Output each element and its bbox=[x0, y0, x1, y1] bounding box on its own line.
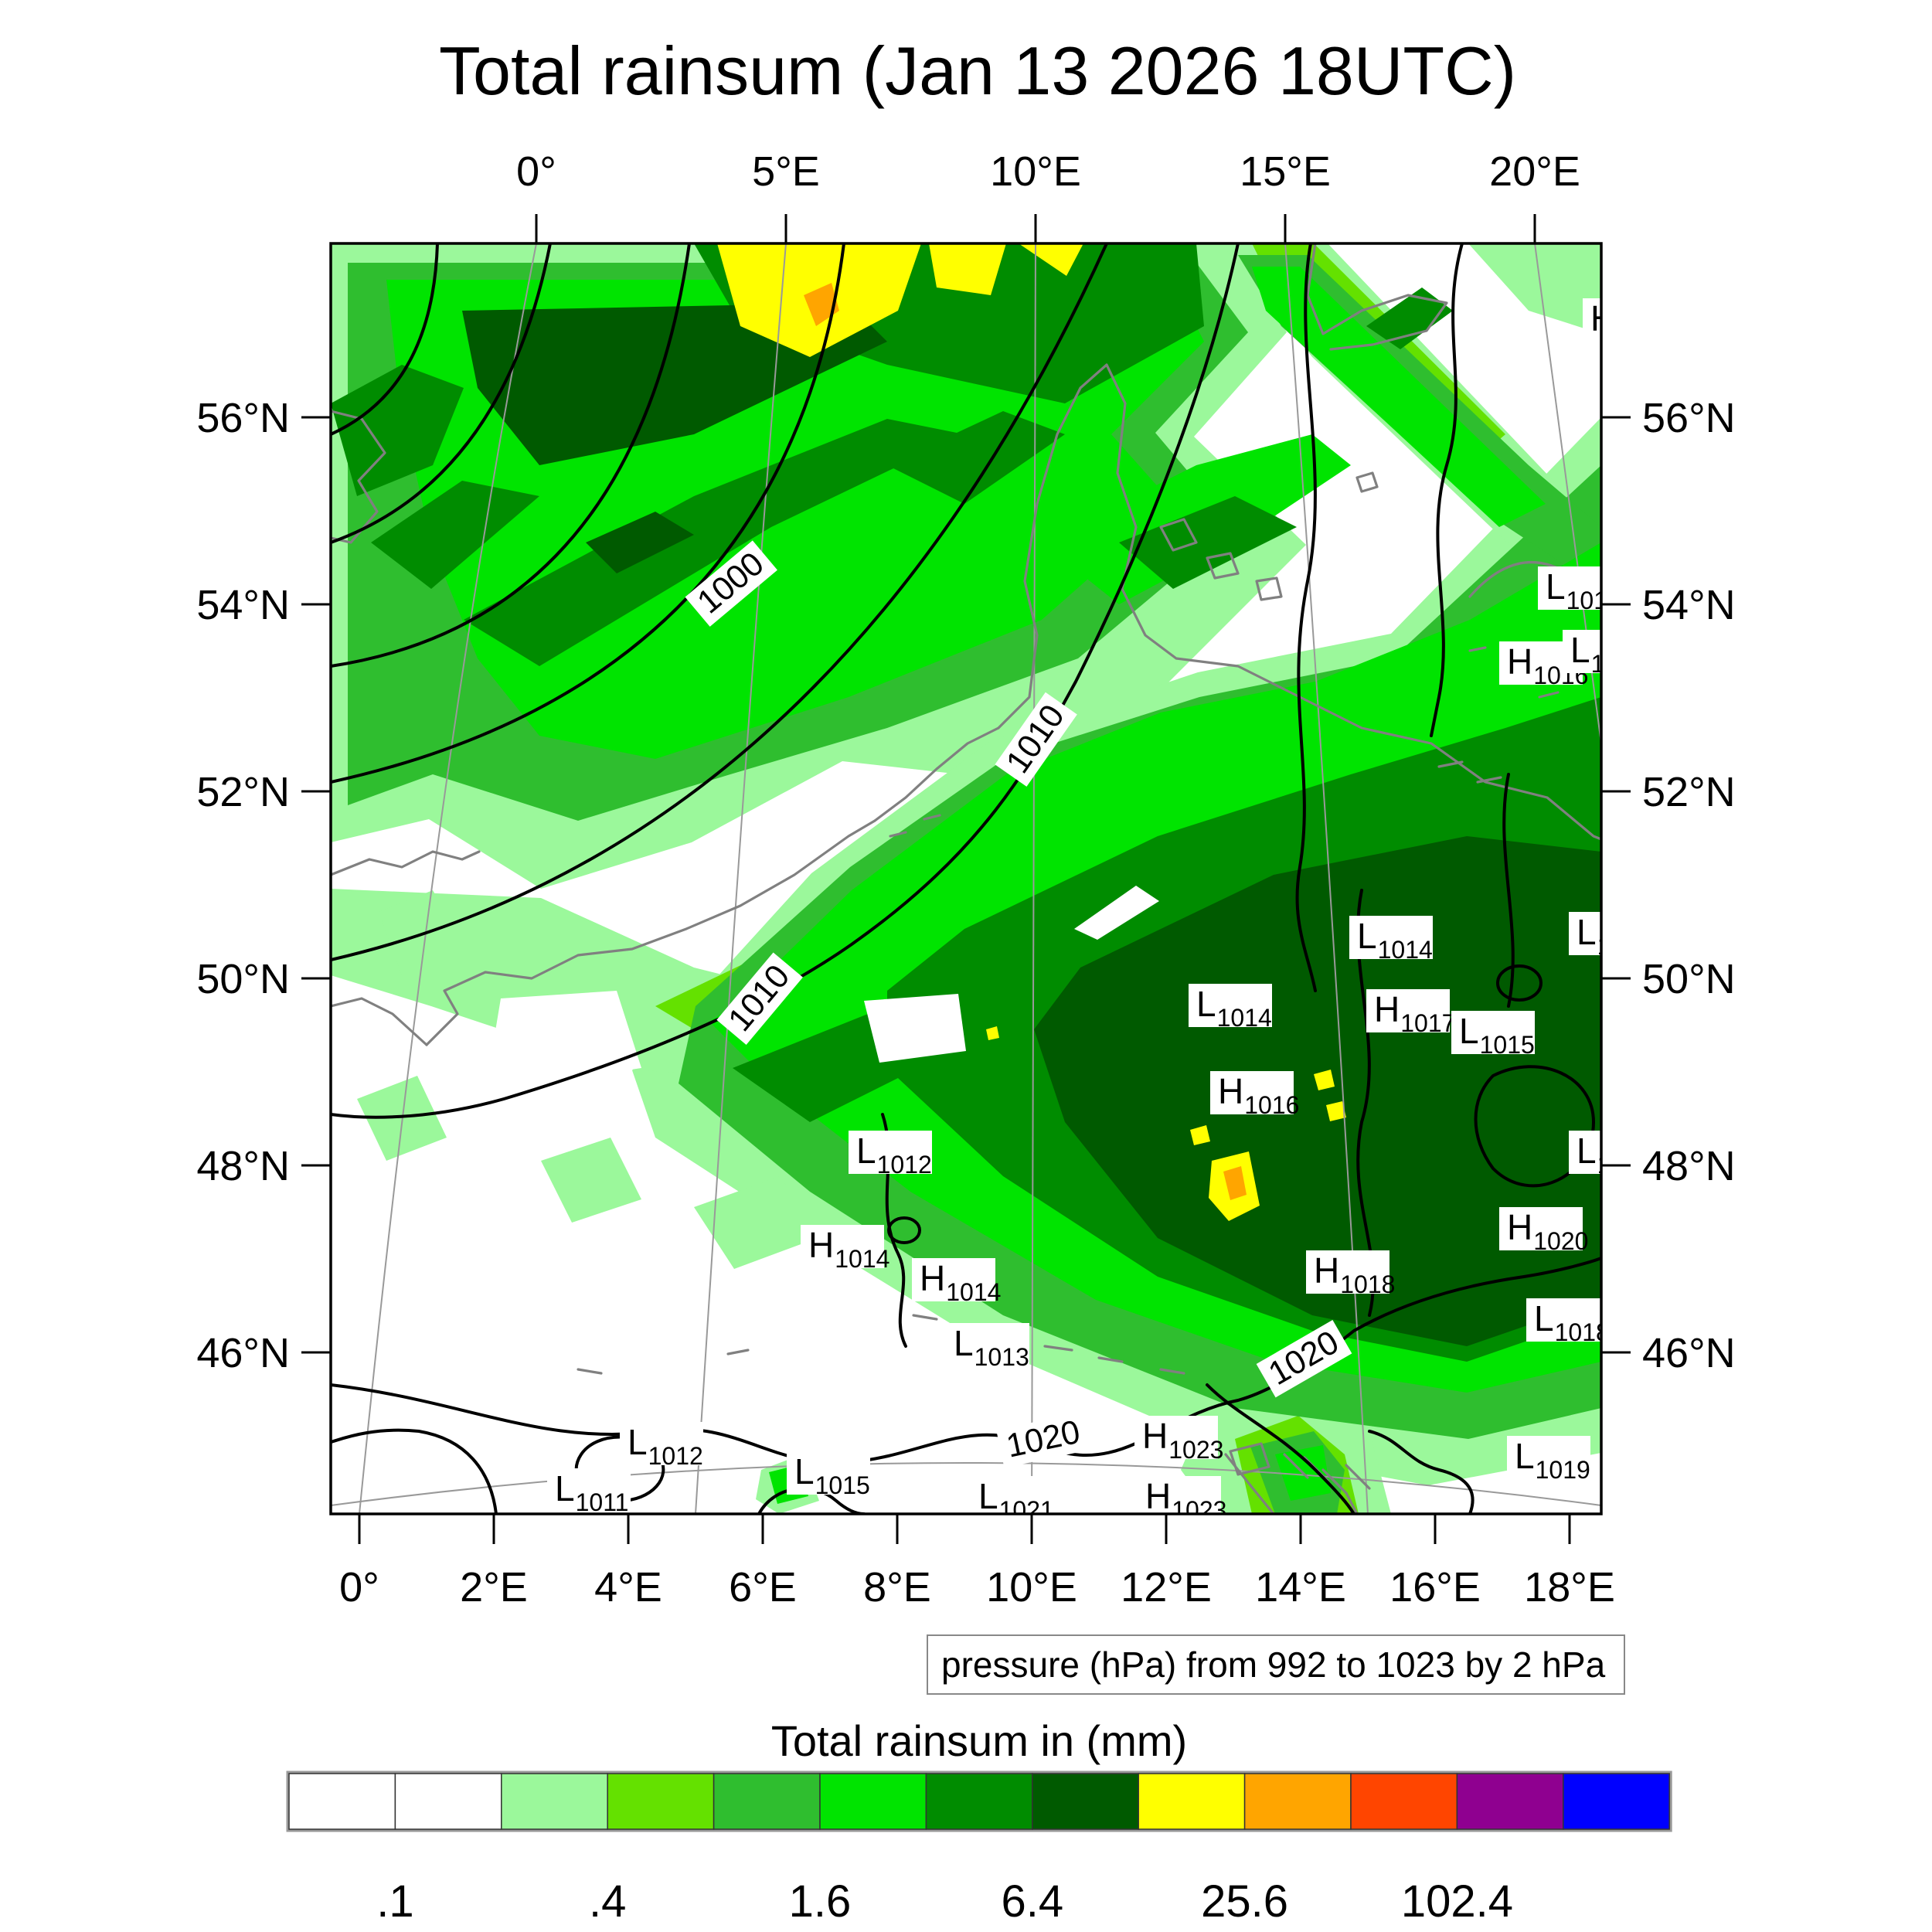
colorbar-cell-5 bbox=[819, 1773, 927, 1830]
left-axis-tick-label-3: 50°N bbox=[196, 956, 290, 1002]
pressure-center-H1014: H1014 bbox=[912, 1258, 1001, 1306]
axis-ticks bbox=[301, 214, 1631, 1544]
pressure-caption: pressure (hPa) from 992 to 1023 by 2 hPa bbox=[941, 1645, 1606, 1685]
pressure-center-L1015: L1015 bbox=[1451, 1011, 1535, 1059]
pressure-center-L1011: L1011 bbox=[547, 1468, 631, 1514]
pressure-center-H1020: H1020 bbox=[1499, 1207, 1588, 1255]
pressure-center-L1015: L1015 bbox=[787, 1451, 870, 1499]
left-axis-tick-label-1: 54°N bbox=[196, 582, 290, 628]
pressure-center-L10: L10 bbox=[1569, 1131, 1601, 1179]
pressure-center-L10: L10 bbox=[1563, 630, 1601, 678]
pressure-center-H1023: H1023 bbox=[1134, 1416, 1223, 1464]
bottom-axis-tick-label-7: 14°E bbox=[1255, 1564, 1346, 1611]
top-axis-tick-label-4: 20°E bbox=[1489, 148, 1580, 195]
colorbar-cell-12 bbox=[1563, 1773, 1670, 1830]
pressure-center-H1023: H1023 bbox=[1138, 1476, 1226, 1514]
svg-text:1020: 1020 bbox=[1003, 1413, 1083, 1465]
colorbar-labels: .1 .4 1.6 6.4 25.6 102.4 bbox=[376, 1876, 1513, 1927]
pressure-center-H1017: H1017 bbox=[1366, 989, 1455, 1037]
bottom-axis-tick-label-6: 12°E bbox=[1121, 1564, 1212, 1611]
colorbar-tick-label-3: 6.4 bbox=[1001, 1876, 1063, 1927]
pressure-caption-box bbox=[927, 1634, 1625, 1695]
pressure-center-L1018: L1018 bbox=[1526, 1298, 1601, 1346]
isobar-value-label-3: 1020 bbox=[996, 1411, 1091, 1468]
svg-text:H1: H1 bbox=[1590, 298, 1631, 346]
top-axis-tick-label-1: 5°E bbox=[752, 148, 820, 195]
colorbar-tick-label-4: 25.6 bbox=[1201, 1876, 1288, 1927]
svg-text:L1015: L1015 bbox=[1459, 1011, 1535, 1059]
colorbar-cell-0 bbox=[288, 1773, 396, 1830]
pressure-center-L1018: L1018 bbox=[1538, 566, 1601, 614]
left-axis-tick-label-4: 48°N bbox=[196, 1143, 290, 1189]
right-axis-tick-label-0: 56°N bbox=[1642, 395, 1736, 441]
right-axis-tick-label-2: 52°N bbox=[1642, 769, 1736, 815]
bottom-axis-tick-label-9: 18°E bbox=[1524, 1564, 1615, 1611]
bottom-axis-tick-label-5: 10°E bbox=[986, 1564, 1077, 1611]
pressure-center-L1014: L1014 bbox=[1189, 984, 1272, 1032]
right-axis-tick-label-3: 50°N bbox=[1642, 956, 1736, 1002]
bottom-axis-tick-label-4: 8°E bbox=[863, 1564, 931, 1611]
colorbar-tick-label-5: 102.4 bbox=[1401, 1876, 1513, 1927]
right-axis-tick-label-4: 48°N bbox=[1642, 1143, 1736, 1189]
page-title: Total rainsum (Jan 13 2026 18UTC) bbox=[439, 32, 1516, 109]
bottom-axis-tick-label-1: 2°E bbox=[460, 1564, 528, 1611]
bottom-axis-tick-label-3: 6°E bbox=[729, 1564, 797, 1611]
colorbar-cell-6 bbox=[925, 1773, 1033, 1830]
dry-gaps bbox=[493, 886, 1159, 1083]
isobar-1010 bbox=[331, 243, 1240, 1119]
top-axis-tick-label-2: 10°E bbox=[990, 148, 1081, 195]
pressure-center-L1012: L1012 bbox=[849, 1131, 932, 1179]
colorbar-cell-11 bbox=[1456, 1773, 1564, 1830]
svg-text:H1023: H1023 bbox=[1142, 1416, 1223, 1464]
pressure-center-H1: H1 bbox=[1583, 298, 1631, 346]
right-axis-tick-label-5: 46°N bbox=[1642, 1330, 1736, 1376]
colorbar-tick-label-1: .4 bbox=[589, 1876, 626, 1927]
pressure-center-L1012: L1012 bbox=[620, 1422, 703, 1470]
pressure-center-L1021: L1021 bbox=[971, 1476, 1054, 1514]
bottom-axis-tick-label-2: 4°E bbox=[594, 1564, 662, 1611]
top-axis-tick-label-3: 15°E bbox=[1240, 148, 1331, 195]
colorbar-tick-label-2: 1.6 bbox=[789, 1876, 852, 1927]
legend-title: Total rainsum in (mm) bbox=[771, 1716, 1187, 1765]
left-axis-tick-label-0: 56°N bbox=[196, 395, 290, 441]
left-axis-tick-label-5: 46°N bbox=[196, 1330, 290, 1376]
axis-labels: 0° 5°E 10°E 15°E 20°E 0° 2°E 4°E 6°E 8°E 10°E 12°E 1… bbox=[196, 148, 1735, 1611]
pressure-center-L1014: L1014 bbox=[1349, 916, 1433, 964]
pressure-center-L10: L10 bbox=[1569, 912, 1624, 960]
colorbar-cell-1 bbox=[394, 1773, 502, 1830]
colorbar-cell-3 bbox=[607, 1773, 715, 1830]
right-axis-tick-label-1: 54°N bbox=[1642, 582, 1736, 628]
left-axis-tick-label-2: 52°N bbox=[196, 769, 290, 815]
map-frame bbox=[329, 242, 1603, 1515]
colorbar bbox=[286, 1770, 1672, 1832]
pressure-center-H1016: H1016 bbox=[1210, 1071, 1299, 1119]
colorbar-cell-9 bbox=[1243, 1773, 1352, 1830]
colorbar-tick-label-0: .1 bbox=[376, 1876, 413, 1927]
colorbar-cell-2 bbox=[501, 1773, 608, 1830]
colorbar-cell-10 bbox=[1350, 1773, 1458, 1830]
pressure-center-H1018: H1018 bbox=[1306, 1250, 1395, 1298]
colorbar-cell-7 bbox=[1032, 1773, 1139, 1830]
bottom-axis-tick-label-0: 0° bbox=[339, 1564, 379, 1611]
colorbar-cell-8 bbox=[1138, 1773, 1246, 1830]
svg-text:L10: L10 bbox=[1577, 912, 1624, 960]
colorbar-cell-4 bbox=[713, 1773, 821, 1830]
pressure-center-L1019: L1019 bbox=[1507, 1436, 1590, 1484]
pressure-center-L1013: L1013 bbox=[946, 1323, 1029, 1371]
bottom-axis-tick-label-8: 16°E bbox=[1389, 1564, 1481, 1611]
top-axis-tick-label-0: 0° bbox=[516, 148, 556, 195]
pressure-center-H1014: H1014 bbox=[801, 1225, 889, 1273]
graticule bbox=[331, 243, 1601, 1514]
